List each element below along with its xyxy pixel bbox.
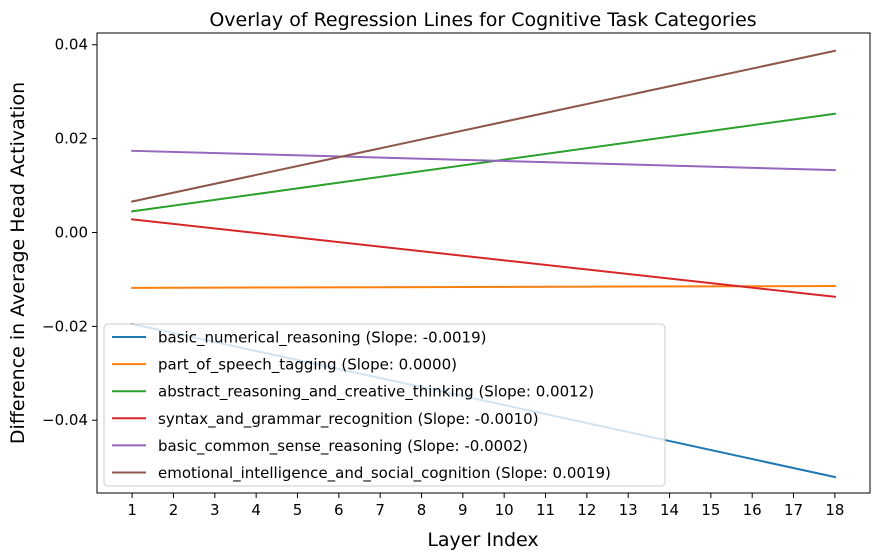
series-line-6 <box>130 49 837 203</box>
legend-label: abstract_reasoning_and_creative_thinking… <box>158 383 594 402</box>
x-tick-label: 11 <box>536 501 555 519</box>
x-tick-label: 12 <box>577 501 596 519</box>
x-tick-label: 2 <box>169 501 179 519</box>
x-tick-label: 6 <box>334 501 344 519</box>
x-tick-label: 4 <box>251 501 261 519</box>
y-tick-label: 0.04 <box>55 36 88 54</box>
x-tick-label: 10 <box>495 501 514 519</box>
chart-title: Overlay of Regression Lines for Cognitiv… <box>209 9 756 31</box>
y-tick-label: −0.04 <box>42 411 88 429</box>
x-tick-label: 7 <box>375 501 385 519</box>
x-axis-title: Layer Index <box>427 529 538 551</box>
x-axis: 1 2 3 4 5 6 7 8 9 10 11 12 13 14 15 16 17 18 <box>127 493 844 519</box>
y-axis: −0.04 −0.02 0.00 0.02 0.04 <box>42 36 97 429</box>
x-tick-label: 15 <box>701 501 720 519</box>
x-tick-label: 1 <box>127 501 137 519</box>
y-tick-label: −0.02 <box>42 317 88 335</box>
x-tick-label: 9 <box>458 501 468 519</box>
legend-label: basic_numerical_reasoning (Slope: -0.001… <box>158 329 487 348</box>
legend-label: basic_common_sense_reasoning (Slope: -0.… <box>158 437 528 456</box>
series-line-5 <box>131 149 836 172</box>
legend: basic_numerical_reasoning (Slope: -0.001… <box>103 323 666 487</box>
plot-frame <box>96 32 871 494</box>
x-tick-label: 17 <box>784 501 803 519</box>
series-line-4 <box>131 218 836 298</box>
x-tick-label: 18 <box>825 501 844 519</box>
x-tick-label: 3 <box>210 501 220 519</box>
x-tick-label: 8 <box>417 501 427 519</box>
x-tick-label: 14 <box>660 501 679 519</box>
legend-box <box>103 323 666 487</box>
series-line-2 <box>131 284 836 289</box>
y-tick-label: 0.00 <box>55 223 88 241</box>
series-line-3 <box>131 112 836 213</box>
x-tick-label: 16 <box>743 501 762 519</box>
x-tick-label: 5 <box>293 501 303 519</box>
y-axis-title: Difference in Average Head Activation <box>7 82 29 444</box>
series-layer <box>130 49 837 479</box>
legend-label: emotional_intelligence_and_social_cognit… <box>158 464 611 483</box>
x-tick-label: 13 <box>619 501 638 519</box>
legend-label: syntax_and_grammar_recognition (Slope: -… <box>158 410 539 429</box>
y-tick-label: 0.02 <box>55 130 88 148</box>
legend-label: part_of_speech_tagging (Slope: 0.0000) <box>158 356 457 375</box>
